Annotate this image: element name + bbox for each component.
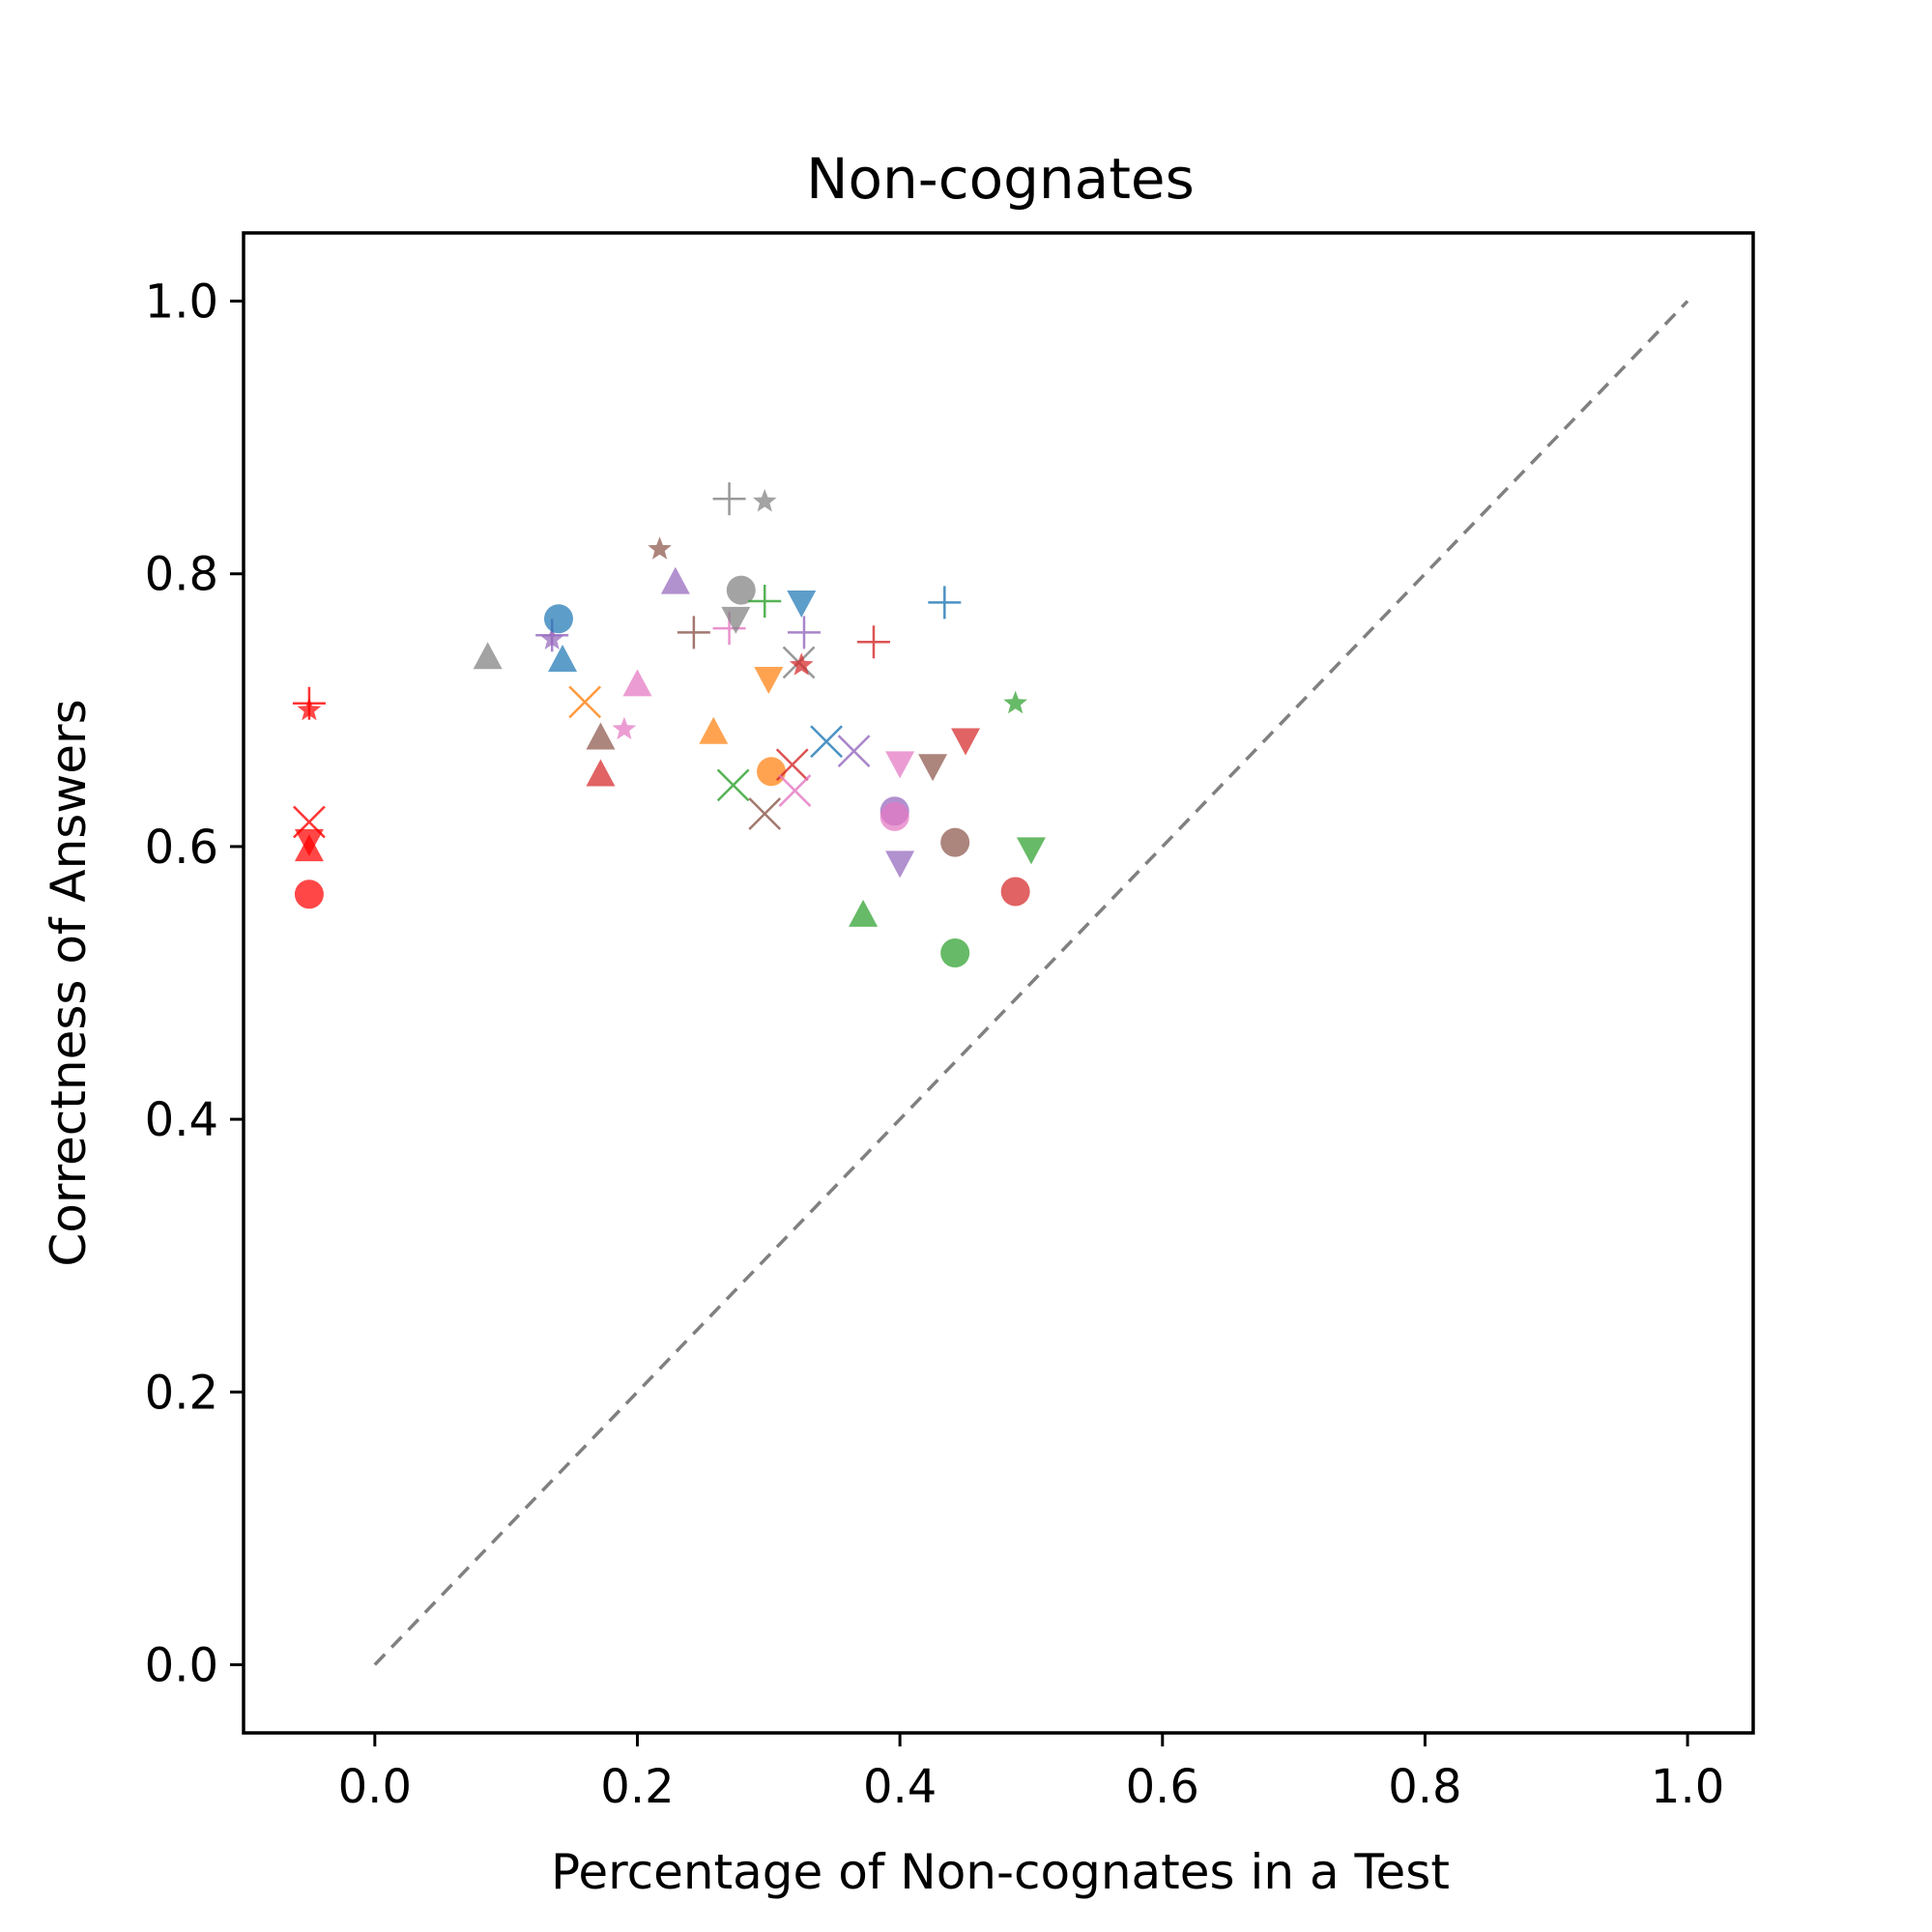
scatter-point-triangle-up [622, 669, 652, 697]
scatter-point-star [297, 697, 322, 721]
scatter-point-plus [928, 586, 962, 620]
scatter-point-triangle-down [294, 828, 324, 856]
scatter-point-x [293, 805, 326, 839]
scatter-point-star [752, 488, 777, 512]
scatter-point-triangle-up [586, 722, 616, 750]
scatter-point-triangle-down [754, 666, 784, 694]
scatter-point-plus [856, 625, 890, 659]
scatter-point-star [612, 716, 637, 740]
x-tick-label: 1.0 [1651, 1760, 1724, 1814]
scatter-point-circle [940, 937, 970, 967]
y-axis-label: Correctness of Answers [41, 699, 97, 1266]
y-tick-label: 0.4 [145, 1093, 218, 1147]
scatter-point-circle [543, 604, 573, 634]
y-tick-label: 0.2 [145, 1366, 218, 1420]
y-tick-label: 0.6 [145, 821, 218, 875]
scatter-point-triangle-down [1016, 837, 1046, 865]
x-tick-label: 0.0 [338, 1760, 412, 1814]
scatter-point-triangle-down [951, 728, 981, 756]
scatter-point-x [775, 748, 809, 782]
scatter-point-star [789, 652, 814, 676]
scatter-point-circle [1000, 877, 1030, 907]
scatter-point-triangle-up [473, 642, 503, 670]
scatter-point-circle [726, 575, 756, 605]
scatter-point-plus [787, 616, 821, 649]
scatter-point-x [748, 797, 782, 830]
scatter-point-plus [748, 584, 782, 618]
scatter-point-star [539, 626, 564, 649]
scatter-point-triangle-down [885, 851, 915, 879]
scatter-point-triangle-down [787, 590, 817, 618]
scatter-point-triangle-down [918, 754, 948, 782]
scatter-point-triangle-up [548, 645, 578, 673]
scatter-point-x [778, 774, 812, 807]
scatter-point-circle [940, 827, 970, 857]
scatter-point-triangle-up [586, 759, 616, 787]
scatter-point-x [810, 725, 843, 759]
scatter-point-plus [677, 616, 710, 649]
points-layer [292, 482, 1046, 967]
scatter-point-triangle-up [660, 566, 690, 594]
scatter-point-triangle-down [885, 751, 915, 779]
scatter-point-plus [712, 482, 746, 516]
scatter-point-circle [879, 801, 909, 831]
x-axis: 0.0 0.2 0.4 0.6 0.8 1.0 [338, 1733, 1724, 1814]
scatter-point-x [568, 685, 602, 719]
y-tick-label: 0.0 [145, 1638, 218, 1692]
chart-title: Non-cognates [806, 146, 1195, 212]
scatter-point-circle [294, 879, 324, 909]
scatter-point-triangle-up [849, 899, 879, 927]
scatter-point-x [716, 768, 750, 802]
diagonal-reference-line [373, 300, 1689, 1666]
scatter-point-x [837, 735, 871, 768]
x-tick-label: 0.4 [863, 1760, 937, 1814]
x-tick-label: 0.2 [600, 1760, 674, 1814]
scatter-point-star [1003, 690, 1027, 714]
x-tick-label: 0.8 [1388, 1760, 1461, 1814]
x-axis-label: Percentage of Non-cognates in a Test [551, 1844, 1450, 1900]
plot-area-frame [242, 231, 1755, 1735]
scatter-point-circle [757, 757, 787, 787]
reference-layer [373, 300, 1689, 1666]
y-axis: 0.0 0.2 0.4 0.6 0.8 1.0 [145, 275, 244, 1692]
x-tick-label: 0.6 [1126, 1760, 1199, 1814]
scatter-point-star [648, 536, 672, 560]
y-tick-label: 0.8 [145, 548, 218, 602]
y-tick-label: 1.0 [145, 275, 218, 330]
scatter-point-triangle-down [721, 606, 751, 634]
scatter-point-triangle-up [699, 716, 729, 744]
